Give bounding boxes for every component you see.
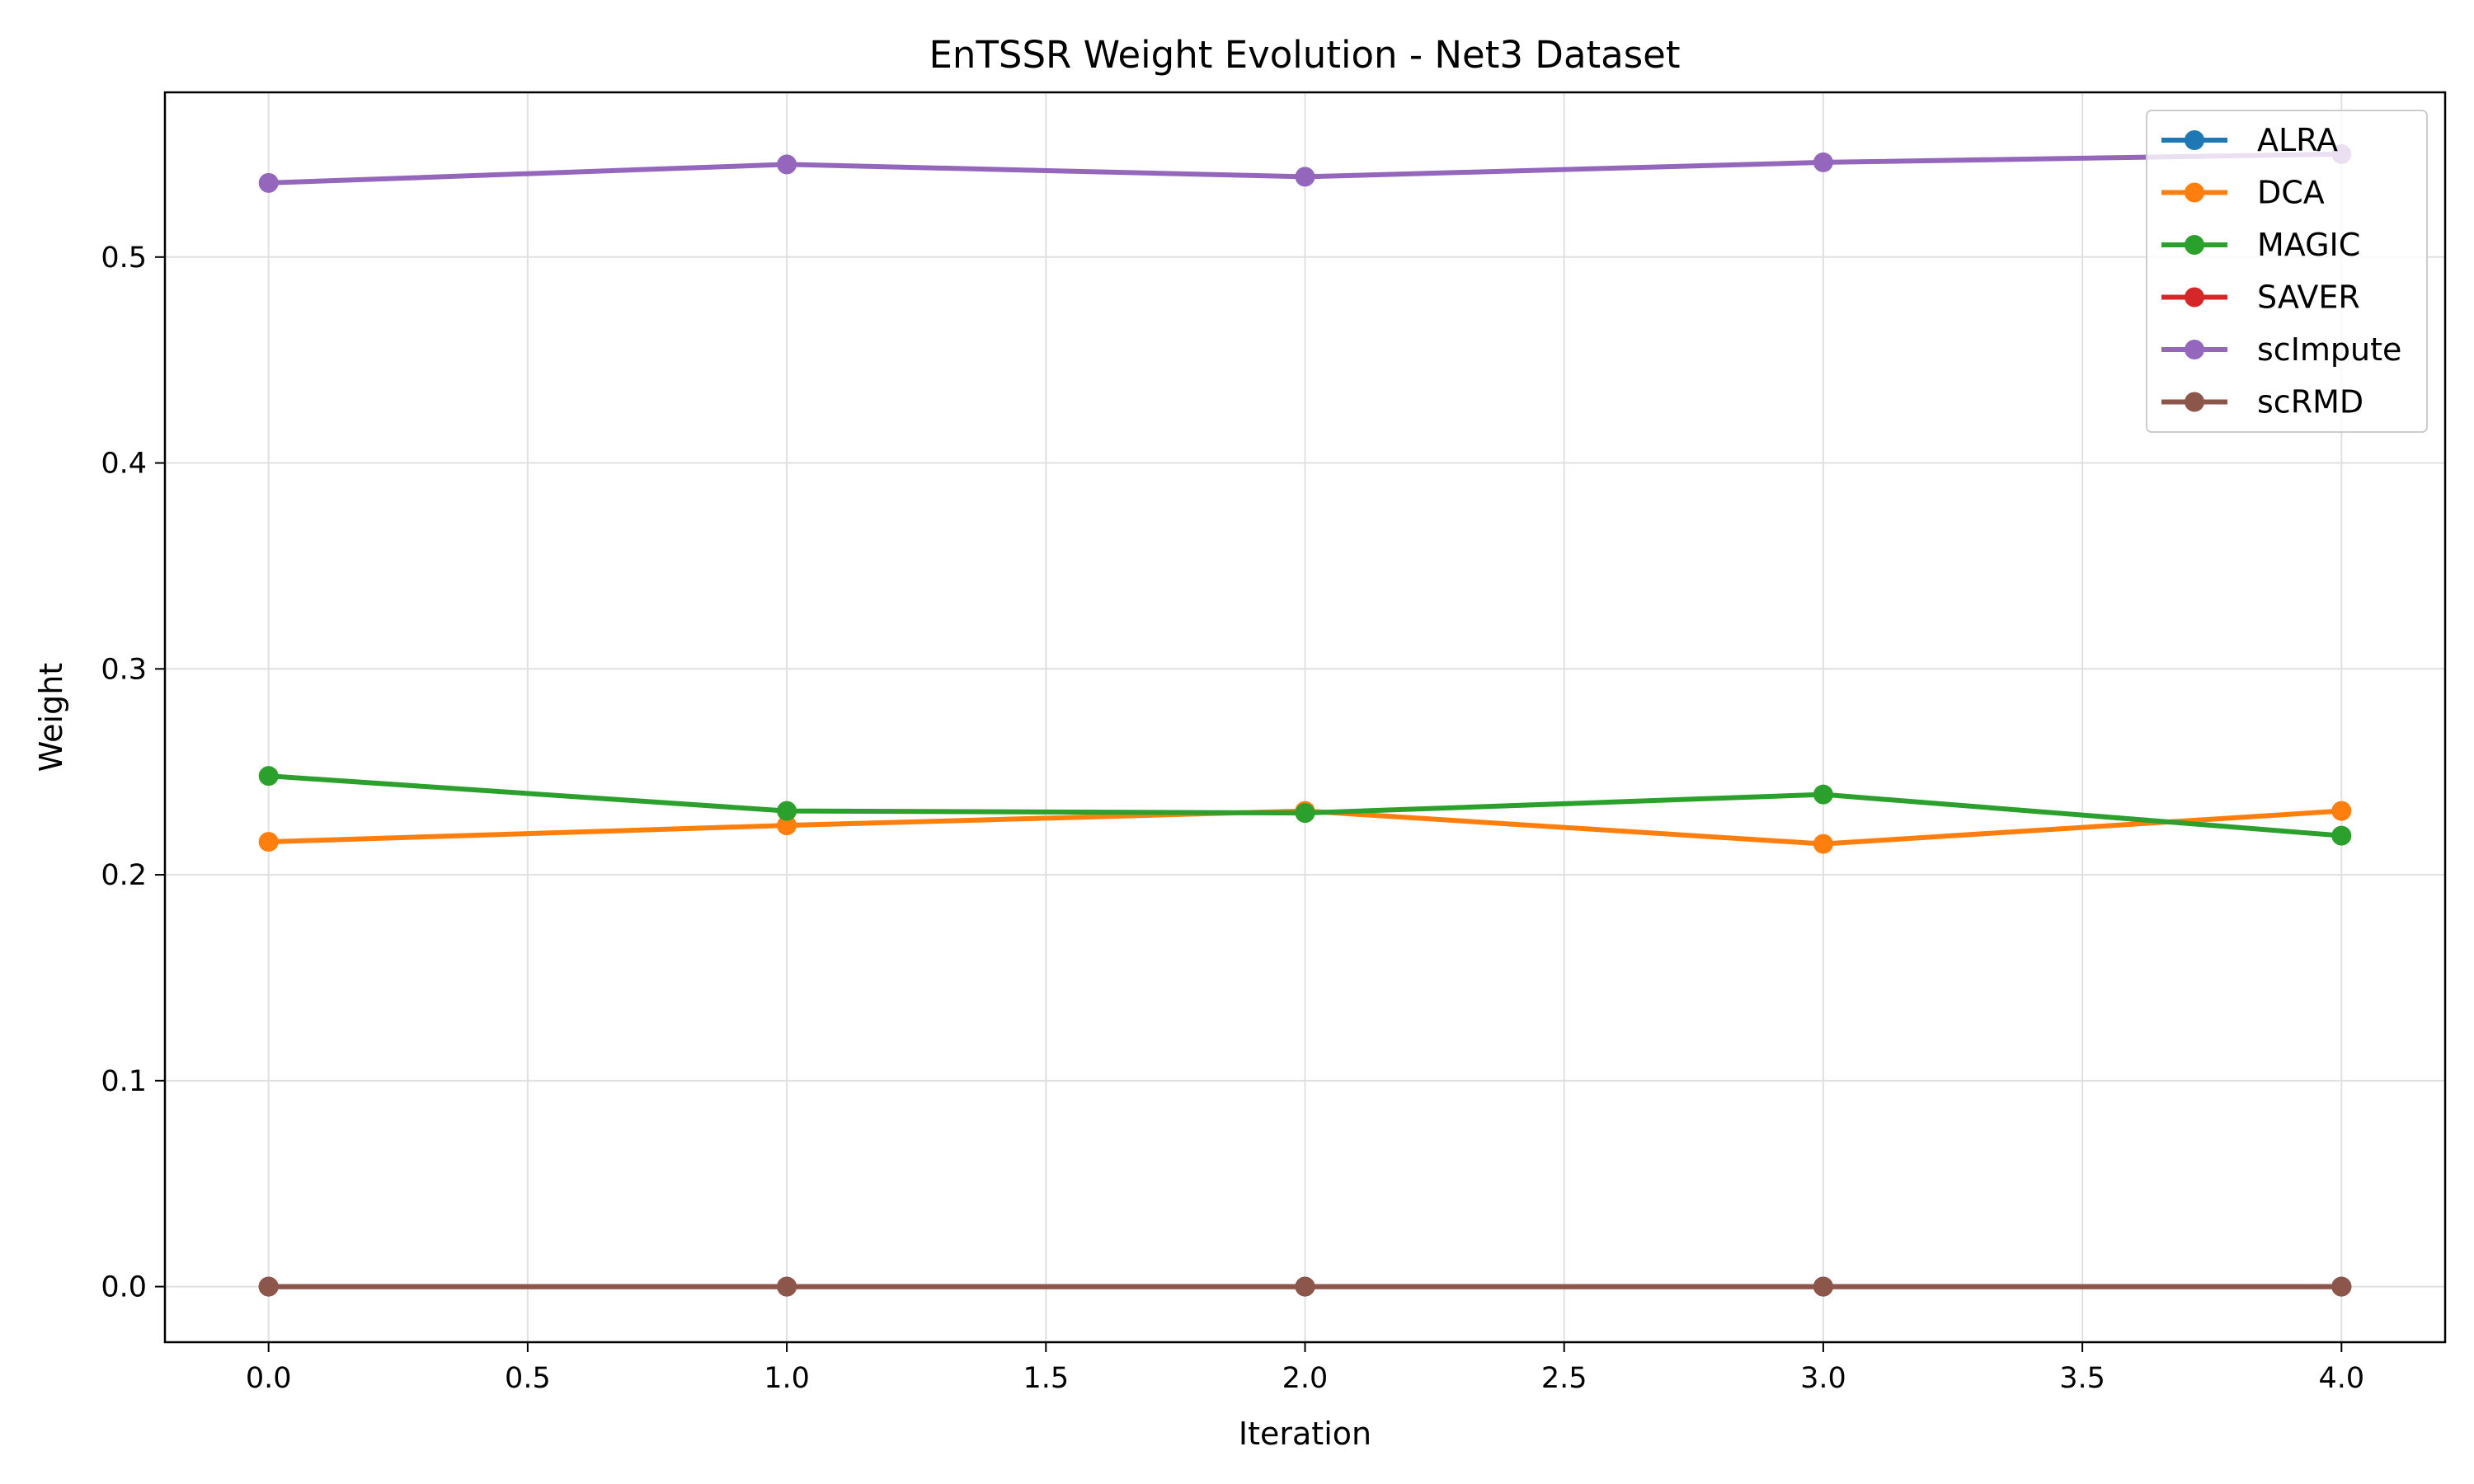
data-point-magic <box>1295 803 1315 824</box>
legend-item-magic: MAGIC <box>2161 227 2360 263</box>
data-point-scrmd <box>258 1276 279 1297</box>
legend-label: SAVER <box>2257 279 2360 316</box>
data-point-dca <box>258 832 279 852</box>
data-point-dca <box>777 815 797 836</box>
legend-swatch-marker <box>2185 235 2204 255</box>
data-point-scimpute <box>1295 167 1315 187</box>
chart-title: EnTSSR Weight Evolution - Net3 Dataset <box>929 33 1680 77</box>
legend-item-scrmd: scRMD <box>2161 384 2363 420</box>
legend-swatch-marker <box>2185 182 2204 203</box>
legend: ALRA DCA MAGIC SAVER scImpute scRMD <box>2146 110 2428 433</box>
legend-swatch-marker <box>2185 130 2204 150</box>
legend-label: DCA <box>2257 175 2325 211</box>
legend-label: MAGIC <box>2257 227 2360 263</box>
legend-label: ALRA <box>2257 122 2338 158</box>
data-point-scimpute <box>1813 152 1833 172</box>
legend-item-alra: ALRA <box>2161 122 2338 158</box>
y-axis-label: Weight <box>33 663 69 772</box>
data-point-magic <box>1813 784 1833 805</box>
y-tick-label: 0.4 <box>101 448 147 481</box>
legend-item-saver: SAVER <box>2161 279 2360 316</box>
y-tick-label: 0.0 <box>101 1271 147 1304</box>
data-point-dca <box>1813 834 1833 854</box>
data-point-magic <box>2331 825 2352 846</box>
legend-label: scImpute <box>2257 331 2401 368</box>
series-magic <box>258 766 2352 846</box>
x-tick-label: 4.0 <box>2318 1362 2364 1395</box>
data-point-scrmd <box>1295 1276 1315 1297</box>
series-scrmd <box>258 1276 2352 1297</box>
x-axis-label: Iteration <box>1239 1416 1371 1452</box>
x-tick-label: 3.5 <box>2059 1362 2105 1395</box>
y-tick-label: 0.3 <box>101 653 147 686</box>
data-point-scimpute <box>258 172 279 193</box>
legend-swatch-marker <box>2185 340 2204 359</box>
grid-lines <box>165 92 2445 1342</box>
y-tick-label: 0.1 <box>101 1065 147 1098</box>
legend-swatch-marker <box>2185 392 2204 412</box>
data-point-scimpute <box>777 154 797 175</box>
x-tick-label: 1.5 <box>1023 1362 1069 1395</box>
data-point-magic <box>258 766 279 787</box>
x-tick-label: 3.0 <box>1800 1362 1846 1395</box>
axis-ticks: 0.0 0.5 1.0 1.5 2.0 2.5 3.0 3.5 4.0 0.0 0.1 0.2 0.3 0… <box>101 242 2364 1395</box>
data-point-scrmd <box>777 1276 797 1297</box>
data-point-scrmd <box>1813 1276 1833 1297</box>
legend-item-dca: DCA <box>2161 175 2325 211</box>
x-tick-label: 2.5 <box>1541 1362 1587 1395</box>
data-point-dca <box>2331 801 2352 821</box>
y-tick-label: 0.2 <box>101 859 147 892</box>
data-point-scrmd <box>2331 1276 2352 1297</box>
x-tick-label: 2.0 <box>1282 1362 1329 1395</box>
x-tick-label: 0.5 <box>505 1362 551 1395</box>
x-tick-label: 0.0 <box>246 1362 292 1395</box>
legend-item-scimpute: scImpute <box>2161 331 2401 368</box>
legend-label: scRMD <box>2257 384 2363 420</box>
data-point-magic <box>777 801 797 821</box>
legend-swatch-marker <box>2185 287 2204 308</box>
x-tick-label: 1.0 <box>764 1362 810 1395</box>
y-tick-label: 0.5 <box>101 242 147 275</box>
